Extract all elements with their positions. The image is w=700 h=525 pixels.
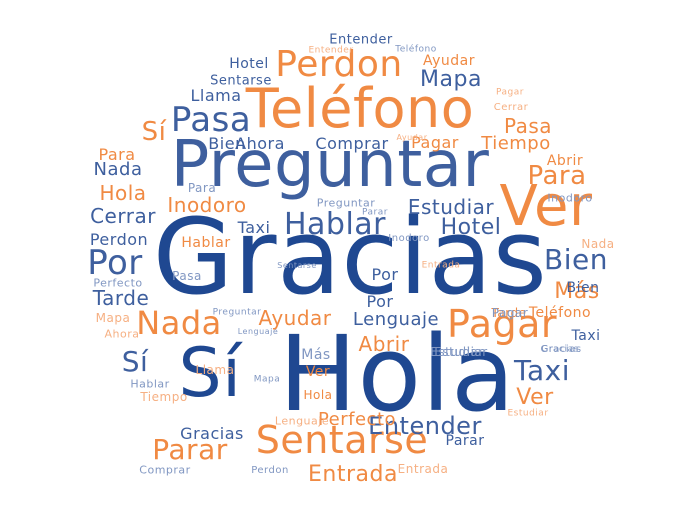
cloud-word: Estudiar [430, 345, 484, 359]
cloud-word: Lenguaje [274, 414, 330, 428]
cloud-word: Gracias [540, 344, 582, 355]
cloud-word: Entender [308, 45, 354, 56]
cloud-word: Para [527, 161, 587, 191]
cloud-word: Bien [544, 243, 608, 276]
cloud-word: Nada [93, 159, 143, 180]
cloud-word: Inodoro [388, 233, 430, 244]
cloud-word: Parar [152, 433, 228, 466]
cloud-word: Taxi [514, 354, 570, 387]
cloud-word: Lenguaje [352, 309, 440, 330]
cloud-word: Pagar [491, 306, 529, 320]
cloud-word: Por [87, 243, 143, 283]
cloud-word: Tiempo [481, 133, 551, 154]
cloud-word: Ayudar [258, 306, 332, 330]
cloud-word: Perfecto [93, 276, 143, 290]
cloud-word: Entender [329, 32, 393, 48]
cloud-word: Pagar [411, 133, 459, 152]
cloud-word: Más [301, 347, 331, 363]
cloud-word: Inodoro [167, 193, 247, 217]
cloud-word: Sí [141, 117, 167, 147]
cloud-word: Ayudar [422, 53, 476, 69]
cloud-word: Pasa [170, 100, 252, 140]
cloud-word: Cerrar [493, 102, 529, 113]
cloud-word: Pagar [446, 302, 558, 346]
cloud-word: Hotel [440, 215, 502, 240]
cloud-word: Sí [178, 334, 242, 413]
cloud-word: Teléfono [245, 77, 475, 140]
cloud-word: Hablar [283, 207, 387, 242]
cloud-word: Llama [195, 363, 235, 377]
cloud-word: Parar [362, 207, 388, 218]
cloud-word: Ver [499, 174, 593, 239]
cloud-word: Tarde [92, 286, 150, 310]
cloud-word: Perdon [275, 44, 403, 85]
cloud-word: Mapa [420, 67, 482, 92]
cloud-word: Abrir [358, 332, 410, 356]
cloud-word: Sentarse [255, 418, 429, 462]
cloud-word: Nada [136, 304, 222, 342]
cloud-word: Sentarse [277, 261, 317, 270]
cloud-word: Comprar [315, 134, 389, 153]
cloud-word: Lenguaje [237, 327, 279, 336]
cloud-word: Parar [445, 433, 485, 449]
cloud-word: Preguntar [170, 128, 490, 202]
cloud-word: Cerrar [90, 204, 156, 228]
cloud-word: Hola [278, 313, 516, 435]
cloud-word: Inodoro [547, 191, 593, 205]
cloud-word: Gracias [541, 344, 579, 355]
cloud-word: Pagar [496, 87, 524, 98]
cloud-word: Nada [581, 237, 615, 251]
cloud-word: Teléfono [395, 44, 437, 55]
cloud-word: Para [98, 145, 136, 164]
cloud-word: Bien [208, 134, 246, 153]
cloud-word: Pasa [172, 269, 202, 283]
cloud-word: Llama [190, 86, 242, 105]
cloud-word: Perdon [89, 230, 149, 249]
cloud-word: Hotel [229, 56, 269, 72]
cloud-word: Entrada [397, 462, 449, 476]
cloud-word: Pasa [503, 114, 553, 138]
cloud-word: Abrir [546, 153, 584, 169]
cloud-word: Perdon [251, 465, 289, 476]
cloud-word: Sentarse [210, 73, 272, 89]
cloud-word: Hola [99, 181, 147, 205]
cloud-word: Mapa [253, 374, 281, 385]
cloud-word: Estudiar [507, 408, 549, 419]
cloud-word: Entrada [421, 260, 461, 271]
cloud-word: Perfecto [317, 409, 397, 430]
cloud-word: Ver [305, 364, 331, 380]
cloud-word: Taxi [237, 218, 271, 237]
cloud-word: Hablar [181, 235, 231, 251]
cloud-word: Por [371, 265, 399, 284]
cloud-word: Mapa [95, 311, 131, 325]
cloud-word: Por [366, 292, 394, 311]
cloud-word: Más [554, 279, 600, 304]
cloud-word: Gracias [180, 424, 244, 443]
cloud-word: Sí [121, 345, 149, 378]
cloud-word: Para [187, 181, 217, 195]
cloud-word: Entrada [308, 462, 398, 487]
cloud-word: Hola [303, 388, 333, 402]
cloud-word: Tiempo [140, 390, 188, 404]
cloud-word: Ahora [235, 134, 285, 153]
cloud-word: Comprar [139, 463, 191, 477]
cloud-word: Hablar [130, 377, 170, 391]
cloud-word: Teléfono [528, 305, 592, 321]
cloud-word: Entender [368, 412, 482, 440]
cloud-word: Preguntar [212, 307, 262, 318]
cloud-word: Estudiar [434, 345, 488, 359]
cloud-word: Ahora [104, 327, 140, 341]
cloud-word: Gracias [152, 196, 548, 318]
cloud-word: Estudiar [407, 195, 495, 219]
cloud-word: Tarde [491, 306, 527, 320]
cloud-word: Ayudar [396, 133, 428, 142]
cloud-word: Preguntar [316, 196, 376, 210]
cloud-word: Ver [516, 385, 554, 410]
cloud-word: Taxi [571, 328, 601, 344]
cloud-word: Bien [566, 280, 600, 296]
